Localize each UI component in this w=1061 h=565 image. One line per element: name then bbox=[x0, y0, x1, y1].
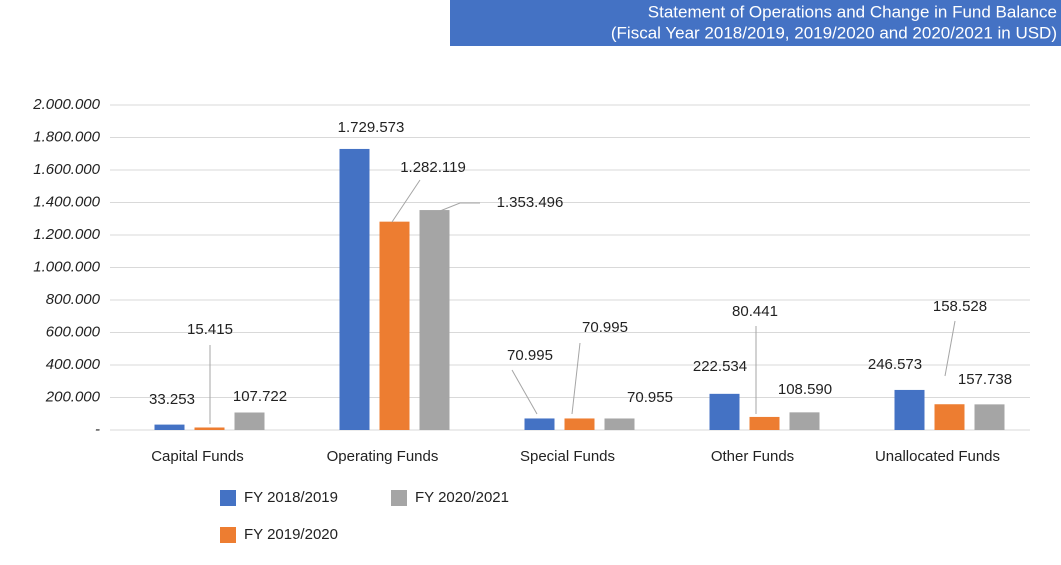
value-label: 70.955 bbox=[627, 389, 673, 406]
value-label: 246.573 bbox=[868, 356, 922, 373]
y-tick-label: 1.600.000 bbox=[33, 161, 100, 178]
value-label: 80.441 bbox=[732, 303, 778, 320]
y-tick-label: 1.200.000 bbox=[33, 226, 100, 243]
bar bbox=[564, 418, 595, 430]
y-tick-label: 200.000 bbox=[45, 388, 101, 405]
x-tick-label: Capital Funds bbox=[151, 448, 244, 465]
leader-line bbox=[391, 179, 421, 223]
bar bbox=[154, 424, 185, 430]
bar bbox=[894, 389, 925, 430]
bar bbox=[974, 404, 1005, 430]
y-tick-label: 1.000.000 bbox=[33, 258, 100, 275]
bar bbox=[524, 418, 555, 430]
leader-line bbox=[571, 342, 581, 415]
x-tick-label: Operating Funds bbox=[327, 448, 439, 465]
value-label: 1.729.573 bbox=[338, 119, 405, 136]
leader-line bbox=[511, 369, 538, 415]
x-tick-label: Unallocated Funds bbox=[875, 448, 1000, 465]
value-label: 70.995 bbox=[582, 319, 628, 336]
value-label: 222.534 bbox=[693, 358, 747, 375]
value-label: 107.722 bbox=[233, 388, 287, 405]
bar bbox=[749, 416, 780, 430]
legend-swatch bbox=[391, 490, 407, 506]
legend-label: FY 2018/2019 bbox=[244, 489, 338, 506]
bar bbox=[709, 393, 740, 430]
legend-label: FY 2019/2020 bbox=[244, 526, 338, 543]
y-tick-label: 600.000 bbox=[46, 323, 101, 340]
bar bbox=[234, 412, 265, 430]
y-tick-label: 2.000.000 bbox=[32, 96, 100, 113]
leader-line bbox=[439, 202, 480, 212]
legend-swatch bbox=[220, 527, 236, 543]
y-tick-label: 1.800.000 bbox=[33, 128, 100, 145]
bar bbox=[934, 404, 965, 430]
value-label: 33.253 bbox=[149, 391, 195, 408]
value-label: 15.415 bbox=[187, 321, 233, 338]
legend-swatch bbox=[220, 490, 236, 506]
value-label: 157.738 bbox=[958, 371, 1012, 388]
bar bbox=[604, 418, 635, 430]
y-tick-label: 800.000 bbox=[46, 291, 101, 308]
value-label: 70.995 bbox=[507, 347, 553, 364]
value-label: 1.353.496 bbox=[497, 194, 564, 211]
x-tick-label: Other Funds bbox=[711, 448, 794, 465]
leader-line bbox=[944, 320, 956, 377]
y-tick-label: 1.400.000 bbox=[33, 193, 100, 210]
title-box bbox=[450, 0, 1061, 46]
y-tick-label: 400.000 bbox=[46, 356, 101, 373]
value-label: 108.590 bbox=[778, 381, 832, 398]
bar bbox=[339, 148, 370, 430]
value-label: 158.528 bbox=[933, 298, 987, 315]
bar bbox=[194, 427, 225, 430]
bar bbox=[379, 221, 410, 430]
bar bbox=[789, 412, 820, 430]
legend-label: FY 2020/2021 bbox=[415, 489, 509, 506]
value-label: 1.282.119 bbox=[400, 159, 466, 176]
chart-title: Statement of Operations and Change in Fu… bbox=[648, 2, 1057, 21]
y-tick-label: - bbox=[95, 421, 100, 438]
x-tick-label: Special Funds bbox=[520, 448, 615, 465]
chart-subtitle: (Fiscal Year 2018/2019, 2019/2020 and 20… bbox=[611, 23, 1057, 42]
bar bbox=[419, 210, 450, 430]
